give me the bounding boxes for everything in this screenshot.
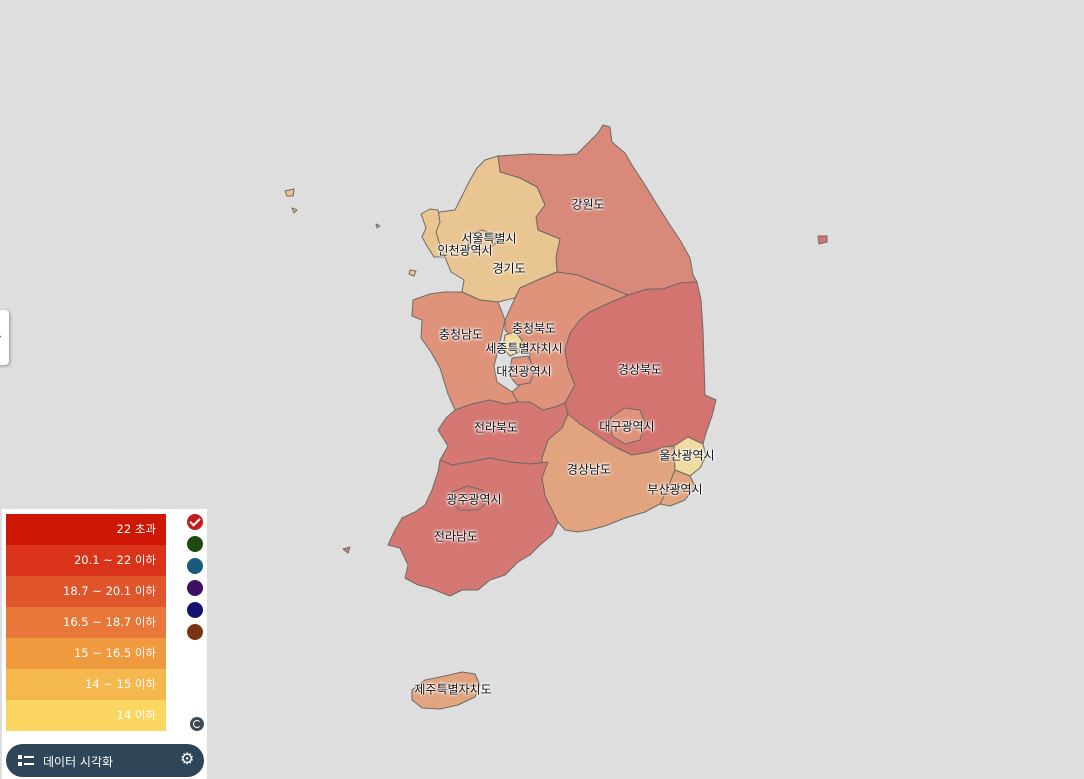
legend-item: 20.1 ~ 22 이하 — [6, 545, 166, 576]
legend-item: 22 초과 — [6, 514, 166, 545]
region-island — [342, 546, 351, 554]
list-icon — [18, 755, 34, 767]
region-sejong[interactable] — [502, 331, 523, 357]
region-seoul[interactable] — [467, 229, 498, 251]
region-label-chungnam: 충청남도 — [438, 327, 484, 342]
region-label-gyeongbuk: 경상북도 — [617, 362, 663, 377]
legend-item: 18.7 ~ 20.1 이하 — [6, 576, 166, 607]
region-jeonnam[interactable] — [387, 457, 559, 597]
chevron-right-icon: › — [0, 331, 1, 342]
region-jeju[interactable] — [411, 671, 481, 710]
region-label-gyeonggi: 경기도 — [492, 261, 526, 276]
region-gwangju[interactable] — [449, 485, 491, 511]
color-palette-purple[interactable] — [187, 580, 203, 596]
region-island — [284, 188, 295, 197]
region-label-jeonbuk: 전라북도 — [473, 420, 519, 435]
region-island — [375, 223, 381, 229]
region-label-jeju: 제주특별자치도 — [414, 682, 492, 697]
color-palette-brown[interactable] — [187, 624, 203, 640]
region-daejeon[interactable] — [508, 355, 536, 386]
region-label-busan: 부산광역시 — [647, 482, 703, 497]
region-label-gwangju: 광주광역시 — [446, 492, 502, 507]
data-visualization-button[interactable]: 데이터 시각화 ⚙ — [6, 744, 204, 777]
region-busan[interactable] — [659, 469, 696, 507]
region-island — [408, 269, 417, 277]
region-incheon[interactable] — [420, 208, 446, 258]
region-island — [291, 207, 298, 214]
color-palette-red-checked-icon[interactable] — [187, 514, 203, 530]
region-island — [817, 235, 828, 245]
region-daegu[interactable] — [609, 407, 646, 445]
region-label-incheon: 인천광역시 — [437, 243, 493, 258]
region-label-gyeongnam: 경상남도 — [566, 462, 612, 477]
region-label-daejeon: 대전광역시 — [496, 364, 552, 379]
legend-item: 15 ~ 16.5 이하 — [6, 638, 166, 669]
data-visualization-label: 데이터 시각화 — [43, 755, 114, 769]
region-label-sejong: 세종특별자치시 — [485, 341, 563, 356]
region-label-gangwon: 강원도 — [571, 197, 605, 212]
color-palette-green[interactable] — [187, 536, 203, 552]
region-label-daegu: 대구광역시 — [599, 419, 655, 434]
region-label-seoul: 서울특별시 — [461, 231, 517, 246]
legend-item: 14 이하 — [6, 700, 166, 731]
legend-item: 14 ~ 15 이하 — [6, 669, 166, 700]
side-panel-toggle[interactable]: › — [0, 310, 9, 365]
color-palette-blue[interactable] — [187, 558, 203, 574]
region-label-jeonnam: 전라남도 — [433, 529, 479, 544]
region-label-ulsan: 울산광역시 — [659, 448, 715, 463]
gear-icon[interactable]: ⚙ — [180, 751, 195, 768]
legend-item: 16.5 ~ 18.7 이하 — [6, 607, 166, 638]
region-label-chungbuk: 충청북도 — [511, 321, 557, 336]
color-palette-navy[interactable] — [187, 602, 203, 618]
refresh-icon[interactable] — [190, 717, 204, 731]
legend-panel: 22 초과 20.1 ~ 22 이하 18.7 ~ 20.1 이하 16.5 ~… — [2, 509, 207, 779]
